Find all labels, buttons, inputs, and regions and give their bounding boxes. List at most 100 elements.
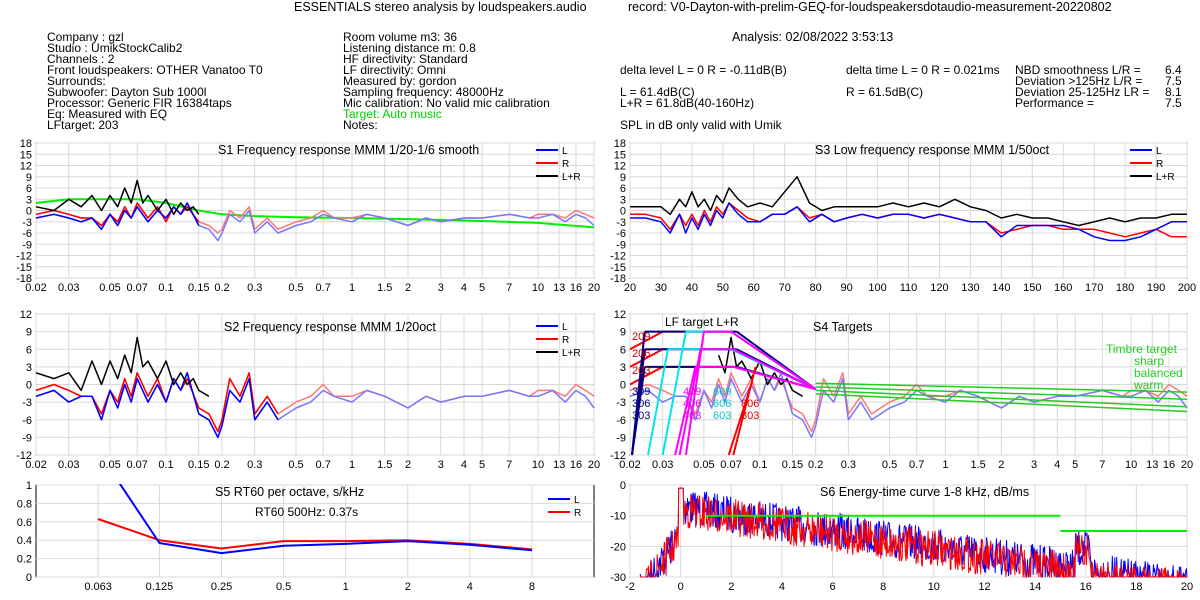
x-tick-label: -2 [625,581,635,593]
x-tick-label: 20 [624,282,636,294]
x-tick-label: 0.2 [214,282,229,294]
x-tick-label: 5 [1072,459,1078,471]
metric-label: Deviation >125Hz L/R = [1015,74,1143,88]
x-tick-label: 0.5 [882,459,897,471]
x-tick-label: 0.05 [99,282,120,294]
x-tick-label: 0.15 [782,459,803,471]
target-cyan [661,331,687,456]
plot-title: S2 Frequency response MMM 1/20oct [224,320,436,334]
legend-label: L+R [1156,172,1175,183]
x-tick-label: 0.02 [25,459,46,471]
x-tick-label: 0.5 [288,282,303,294]
x-tick-label: 170 [1085,282,1103,294]
info-left-line: LFtarget: 203 [47,118,119,132]
legend-label: R [574,508,581,519]
y-tick-label: -6 [22,415,32,427]
metric-label: Performance = [1015,96,1095,110]
y-tick-label: -15 [610,262,626,274]
info-left-line: Front loudspeakers: OTHER Vanatoo T0 [47,63,263,77]
x-tick-label: 8 [880,581,886,593]
x-tick-label: 0.07 [126,282,147,294]
x-tick-label: 1.5 [377,282,392,294]
x-tick-label: 0.07 [126,459,147,471]
y-tick-label: -12 [16,251,32,263]
x-tick-label: 20 [1181,581,1193,593]
x-tick-label: 3 [438,282,444,294]
target-code: 309 [632,386,650,398]
x-tick-label: 1 [349,282,355,294]
x-tick-label: 14 [1029,581,1041,593]
x-tick-label: 10 [532,459,544,471]
delta-time: delta time L = 0 R = 0.021ms [846,63,1000,77]
x-tick-label: 2 [998,459,1004,471]
target-code: 603 [713,410,731,422]
x-tick-label: 0.7 [316,459,331,471]
y-tick-label: 3 [620,194,626,206]
x-tick-label: 70 [779,282,791,294]
x-tick-label: 180 [1116,282,1134,294]
legend-label: L [1156,146,1162,157]
x-tick-label: 60 [748,282,760,294]
x-tick-label: 120 [930,282,948,294]
y-tick-label: 0 [620,206,626,218]
metric-value: 8.1 [1165,85,1182,99]
series-L [35,372,279,439]
x-tick-label: 0.05 [693,459,714,471]
legend-label: L [562,322,568,333]
x-tick-label: 0.5 [288,459,303,471]
series-LR [35,336,210,397]
x-tick-label: 0.1 [752,459,767,471]
metric-value: 6.4 [1165,63,1182,77]
x-tick-label: 80 [810,282,822,294]
info-mid-line: Room volume m3: 36 [343,30,458,44]
target-red-steep [732,366,757,456]
y-tick-label: -9 [22,239,32,251]
y-tick-label: -12 [610,450,626,462]
target-code: 406 [683,398,701,410]
x-tick-label: 18 [1130,581,1142,593]
series-L [630,202,1187,242]
x-tick-label: 7 [506,459,512,471]
x-tick-label: 100 [868,282,886,294]
x-tick-label: 2 [405,581,411,593]
target-magenta [684,331,705,456]
info-mid-line: LF directivity: Omni [343,63,446,77]
x-tick-label: 1 [349,459,355,471]
x-tick-label: 4 [461,282,467,294]
target-magenta [730,330,817,391]
x-tick-label: 3 [1031,459,1037,471]
info-left-line: Studio : UmikStockCalib2 [47,41,183,55]
x-tick-label: 0.02 [25,282,46,294]
target-code: 303 [632,410,650,422]
x-tick-label: 16 [570,282,582,294]
spl-note: SPL in dB only valid with Umik [620,118,782,132]
target-code: 606 [713,398,731,410]
x-tick-label: 160 [1054,282,1072,294]
y-tick-label: 0 [620,480,626,492]
x-tick-label: 130 [961,282,979,294]
timbre-label: Timbre target [1106,342,1178,356]
x-tick-label: 0.03 [652,459,673,471]
y-tick-label: -6 [22,228,32,240]
target-red [629,348,664,368]
y-tick-label: -20 [610,541,626,553]
y-tick-label: -30 [610,572,626,584]
y-tick-label: 9 [620,327,626,339]
x-tick-label: 8 [529,581,535,593]
clip-band [629,471,1188,484]
delta-level: delta level L = 0 R = -0.11dB(B) [620,63,787,77]
x-tick-label: 0.05 [99,459,120,471]
x-tick-label: 2 [405,282,411,294]
x-tick-label: 0.7 [316,282,331,294]
x-tick-label: 7 [1099,459,1105,471]
legend-label: L [574,495,580,506]
y-tick-label: 3 [26,194,32,206]
plot-title: S6 Energy-time curve 1-8 kHz, dB/ms [820,485,1029,499]
y-tick-label: 0 [26,572,32,584]
legend-label: L+R [562,348,581,359]
y-tick-label: -12 [16,450,32,462]
x-tick-label: 0.063 [84,581,112,593]
plot-S4: 0.02 0.03 0.05 0.07 0.1 0.15 0.2 0.3 0.5 0.7 1 1.5 2… [610,309,1193,471]
y-tick-label: 0.8 [17,498,32,510]
timbre-line [815,389,1188,408]
